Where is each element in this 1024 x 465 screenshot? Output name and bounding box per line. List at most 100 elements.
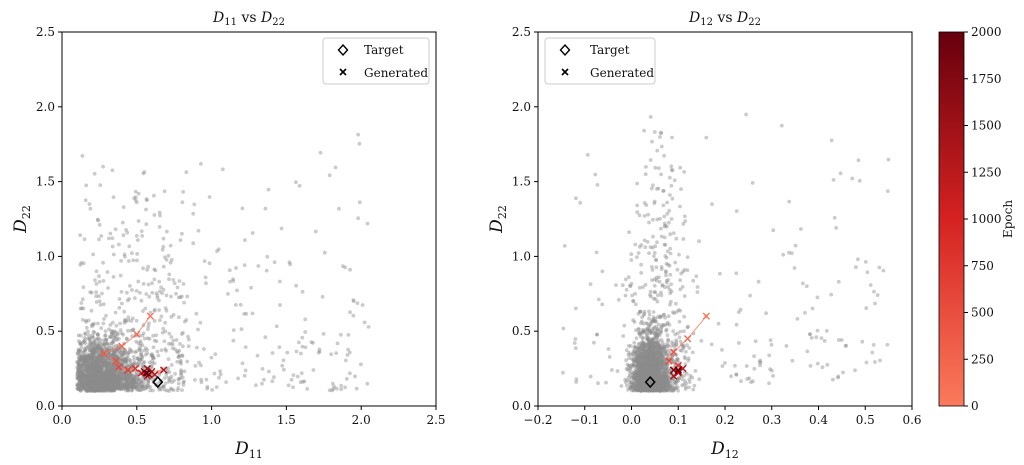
panel1-background-point [107,380,111,385]
panel2-background-point [815,328,820,333]
panel2-background-point [623,293,628,298]
panel1-background-point [85,375,89,380]
panel1-background-point [103,338,108,342]
panel1-background-point [93,358,98,363]
panel2-background-point [654,384,659,389]
panel2-background-point [663,269,668,274]
panel1-background-point [88,365,93,369]
panel2-background-point [645,370,649,374]
panel1-background-point [89,366,94,370]
panel2-background-point [656,363,661,368]
panel1-background-point [85,357,90,362]
panel1-background-point [298,380,303,385]
panel1-background-point [108,368,113,373]
panel2-background-point [637,359,642,363]
panel1-background-point [94,383,99,387]
panel1-background-point [332,384,337,389]
panel1-background-point [270,379,275,384]
panel2-background-point [653,376,658,380]
panel1-background-point [75,376,79,381]
panel2-background-point [659,386,664,391]
panel1-background-point [127,385,131,389]
panel1-background-point [95,365,100,370]
panel2-background-point [639,380,644,385]
panel2-background-point [654,389,658,393]
panel2-background-point [808,364,813,368]
panel2-background-point [588,282,593,286]
panel1-background-point [117,336,121,341]
panel1-background-point [182,369,187,374]
panel2-background-point [665,365,669,369]
panel1-background-point [76,368,81,373]
panel2-background-point [655,353,659,358]
panel1-background-point [212,371,217,376]
panel1-background-point [92,376,96,381]
panel1-background-point [90,388,95,392]
panel2-background-point [637,372,642,377]
panel1-background-point [100,372,105,377]
panel1-background-point [214,385,219,389]
panel1-background-point [109,341,114,346]
panel2-background-point [654,341,659,345]
panel2-background-point [665,333,670,338]
panel1-background-point [144,197,149,202]
panel2-background-point [636,386,641,391]
panel2-background-point [753,339,758,344]
panel1-background-point [98,368,103,372]
panel2-background-point [645,375,650,379]
panel2-background-point [654,349,659,354]
panel1-background-point [93,375,98,380]
panel2-background-point [652,375,657,380]
panel1-background-point [98,367,102,372]
panel2-background-point [660,366,665,371]
panel1-background-point [112,377,117,382]
panel1-background-point [90,383,95,388]
panel1-background-point [288,262,292,267]
panel2-background-point [652,374,657,379]
panel1-background-point [106,377,111,381]
panel1-background-point [94,369,99,374]
panel1-background-point [111,384,115,388]
panel1-background-point [90,381,95,385]
panel1-background-point [243,345,248,349]
panel2-background-point [647,339,652,344]
panel1-background-point [96,378,101,383]
panel1-background-point [123,376,128,380]
panel1-background-point [95,370,100,375]
panel2-background-point [649,321,654,325]
panel1-background-point [111,331,115,336]
panel2-background-point [631,299,636,304]
panel1-background-point [316,350,321,355]
panel1-background-point [112,384,116,389]
panel2-background-point [641,386,645,390]
panel1-background-point [91,386,96,391]
panel1-background-point [97,279,102,284]
panel2-background-point [651,386,656,391]
panel1-background-point [97,369,102,374]
panel1-background-point [98,358,103,363]
panel2-background-point [750,181,755,185]
panel2-background-point [638,361,643,366]
panel1-background-point [86,344,91,349]
panel1-background-point [107,381,112,386]
panel1-background-point [92,384,97,389]
panel1-background-point [94,378,99,382]
panel1-background-point [287,260,292,265]
panel2-background-point [646,365,651,370]
panel1-background-point [78,371,83,376]
panel1-background-point [95,385,100,390]
panel2-background-point [665,344,670,349]
panel1-background-point [98,367,102,372]
panel2-background-point [650,357,655,362]
panel1-x-tick-label: 1.0 [202,413,221,427]
panel2-background-point [638,362,642,367]
panel1-background-point [111,351,116,356]
panel2-background-point [636,376,640,380]
panel2-background-point [659,384,664,389]
panel2-background-point [653,383,658,388]
panel2-background-point [656,355,661,360]
panel2-background-point [645,365,650,370]
panel1-background-point [88,374,92,379]
panel1-background-point [176,377,181,382]
panel2-background-point [652,384,656,389]
